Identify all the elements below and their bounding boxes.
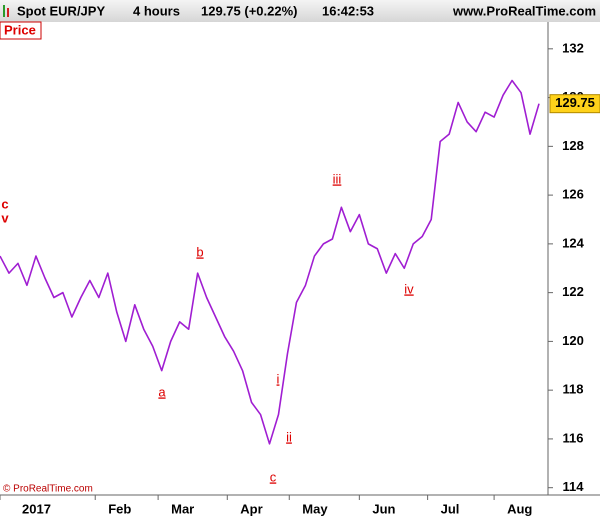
header-bar [0,0,600,22]
last-price-box [549,94,600,114]
x-tick-label: Jun [372,501,395,516]
y-tick-label: 132 [562,40,584,55]
x-tick-label: Apr [240,501,262,516]
y-tick-label: 128 [562,138,584,153]
x-tick-label: Aug [507,501,532,516]
price-line [0,79,540,445]
candle-icon [3,5,5,17]
y-tick-label: 126 [562,187,584,202]
candle-icon [7,8,9,17]
wave-label: i [277,371,280,386]
wave-label: v [1,210,9,225]
copyright: © ProRealTime.com [3,484,93,495]
y-tick-label: 116 [563,430,584,445]
x-tick-label: Mar [171,501,194,516]
wave-label: c [270,469,277,484]
y-tick-label: 124 [562,235,584,250]
x-tick-label: 2017 [22,501,51,516]
y-tick-label: 114 [563,479,585,494]
y-tick-label: 118 [563,382,584,397]
wave-label: iv [404,281,414,296]
panel-label-box [0,21,42,40]
wave-label: c [1,196,8,211]
x-tick-label: May [302,501,328,516]
y-tick-label: 122 [562,284,584,299]
quote: 129.75 (+0.22%) [201,3,297,18]
x-tick-label: Jul [441,501,460,516]
last-price: 129.75 [555,95,595,110]
site: www.ProRealTime.com [452,3,596,18]
wave-label: ii [286,429,292,444]
wave-label: a [158,384,166,399]
period: 4 hours [133,3,180,18]
y-tick-label: 120 [562,333,584,348]
panel-label: Price [4,22,36,37]
symbol: Spot EUR/JPY [17,3,105,18]
x-tick-label: Feb [108,501,131,516]
time: 16:42:53 [322,3,374,18]
wave-label: b [196,244,203,259]
wave-label: iii [333,171,342,186]
